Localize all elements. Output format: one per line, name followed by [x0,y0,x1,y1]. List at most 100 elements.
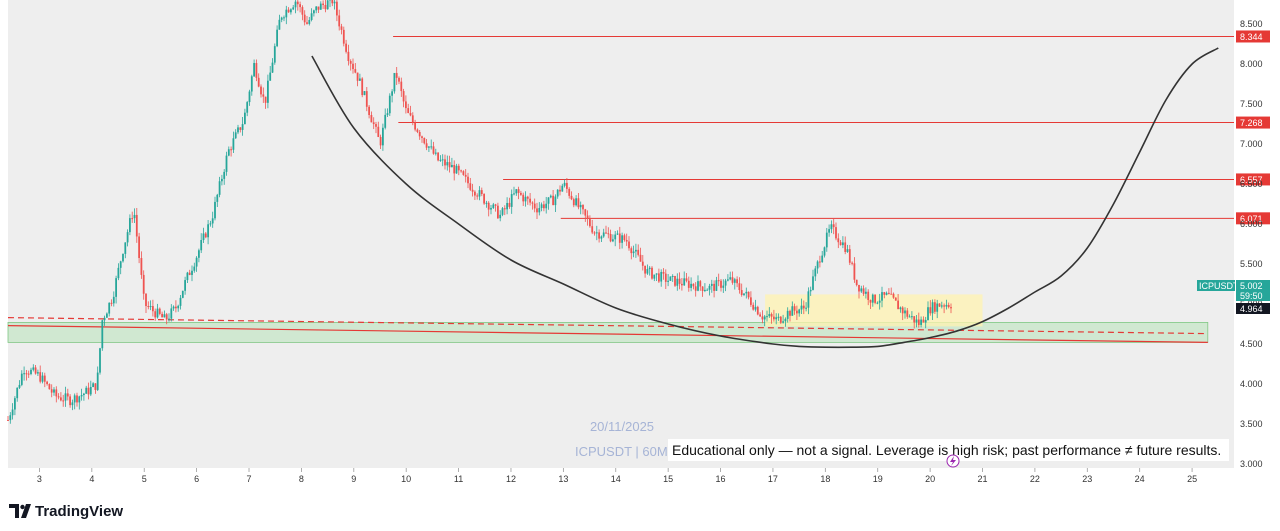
candle-body-130 [306,22,308,24]
candle-body-214 [499,214,502,219]
candle-body-72 [172,306,175,309]
candle-body-74 [177,305,180,309]
candle-body-145 [340,26,343,30]
candle-body-163 [382,127,384,146]
candle-body-212 [494,204,497,206]
last-price-label: 5.002 [1240,281,1263,291]
candle-body-326 [756,306,759,315]
x-tick-label-19: 22 [1030,474,1040,484]
candle-body-16 [43,375,46,382]
candle-body-6 [20,373,23,385]
candle-body-328 [761,316,764,320]
x-tick-label-16: 19 [873,474,883,484]
candle-body-15 [41,375,44,382]
candle-body-325 [754,306,757,310]
candle-body-61 [147,306,150,308]
candle-body-42 [103,317,106,321]
candle-body-327 [759,314,761,317]
candle-body-199 [464,174,467,177]
candle-body-203 [474,191,476,196]
y-tick-label-2: 4.000 [1240,379,1263,389]
candle-body-102 [241,124,244,130]
candle-body-284 [660,271,663,282]
cup-curve [311,47,1219,349]
tradingview-logo-icon[interactable] [9,504,31,518]
candle-body-268 [623,235,626,240]
candle-body-259 [602,232,605,237]
last-price-bg [1236,280,1270,291]
candle-body-96 [227,149,230,156]
candle-body-362 [839,242,842,246]
candle-body-192 [448,162,451,168]
candle-body-10 [30,369,32,375]
plot-area [8,0,1234,468]
lightning-icon[interactable] [946,454,960,468]
candle-body-306 [710,283,713,286]
candle-body-114 [269,72,272,81]
candle-body-12 [34,367,37,374]
candle-body-194 [453,164,456,174]
x-tick-label-0: 3 [37,474,42,484]
candle-body-20 [53,389,55,393]
candle-body-9 [27,373,30,375]
candle-body-402 [931,302,934,314]
candle-body-232 [540,204,543,208]
candle-body-409 [947,304,950,308]
candle-body-404 [936,303,939,312]
candle-body-44 [108,302,111,314]
candle-body-138 [324,4,327,10]
candle-body-296 [687,280,690,288]
candle-body-340 [789,310,791,316]
candle-body-77 [184,280,186,291]
candle-body-39 [96,372,99,390]
candle-body-13 [37,372,39,374]
candle-body-8 [25,373,28,375]
candle-body-302 [701,286,704,291]
candle-body-205 [478,190,481,197]
candle-body-170 [398,77,400,82]
candle-body-89 [211,218,214,224]
candle-body-182 [425,143,428,148]
candle-body-18 [48,384,51,390]
candle-body-78 [186,272,189,281]
candle-body-219 [510,194,513,207]
candle-body-300 [697,281,699,291]
candle-body-373 [865,291,867,294]
candle-body-206 [480,190,483,195]
candle-body-250 [582,204,584,210]
candle-body-121 [285,9,288,18]
candle-body-131 [308,19,311,24]
candle-body-337 [782,321,784,323]
candle-body-396 [917,319,920,325]
candle-body-331 [768,314,771,317]
candle-body-84 [200,239,203,251]
candle-body-408 [945,304,948,307]
candle-body-86 [204,233,207,238]
tradingview-logo-text[interactable]: TradingView [35,503,123,520]
candle-body-378 [876,302,879,304]
resistance-levels-layer: 8.344 7.268 6.557 6.071 [393,30,1270,225]
candle-body-270 [628,241,630,249]
candle-body-56 [135,214,138,237]
candle-body-60 [145,293,147,307]
candle-body-329 [763,316,766,320]
y-tick-label-10: 8.000 [1240,59,1263,69]
candle-body-395 [915,319,918,323]
candle-body-356 [825,232,828,248]
candle-body-291 [676,278,679,286]
candle-body-312 [724,280,727,286]
candle-body-83 [198,250,200,258]
candle-body-108 [255,62,258,78]
candle-body-120 [283,17,285,19]
candle-body-384 [890,293,893,295]
candle-body-156 [365,91,368,107]
candle-body-46 [112,296,115,304]
candle-body-148 [347,51,350,62]
disclaimer-text: Educational only — not a signal. Leverag… [672,442,1221,458]
candle-body-53 [129,218,131,233]
candle-body-403 [934,302,936,312]
candle-body-112 [264,96,267,103]
candle-body-47 [115,278,117,297]
candle-body-303 [704,289,706,291]
